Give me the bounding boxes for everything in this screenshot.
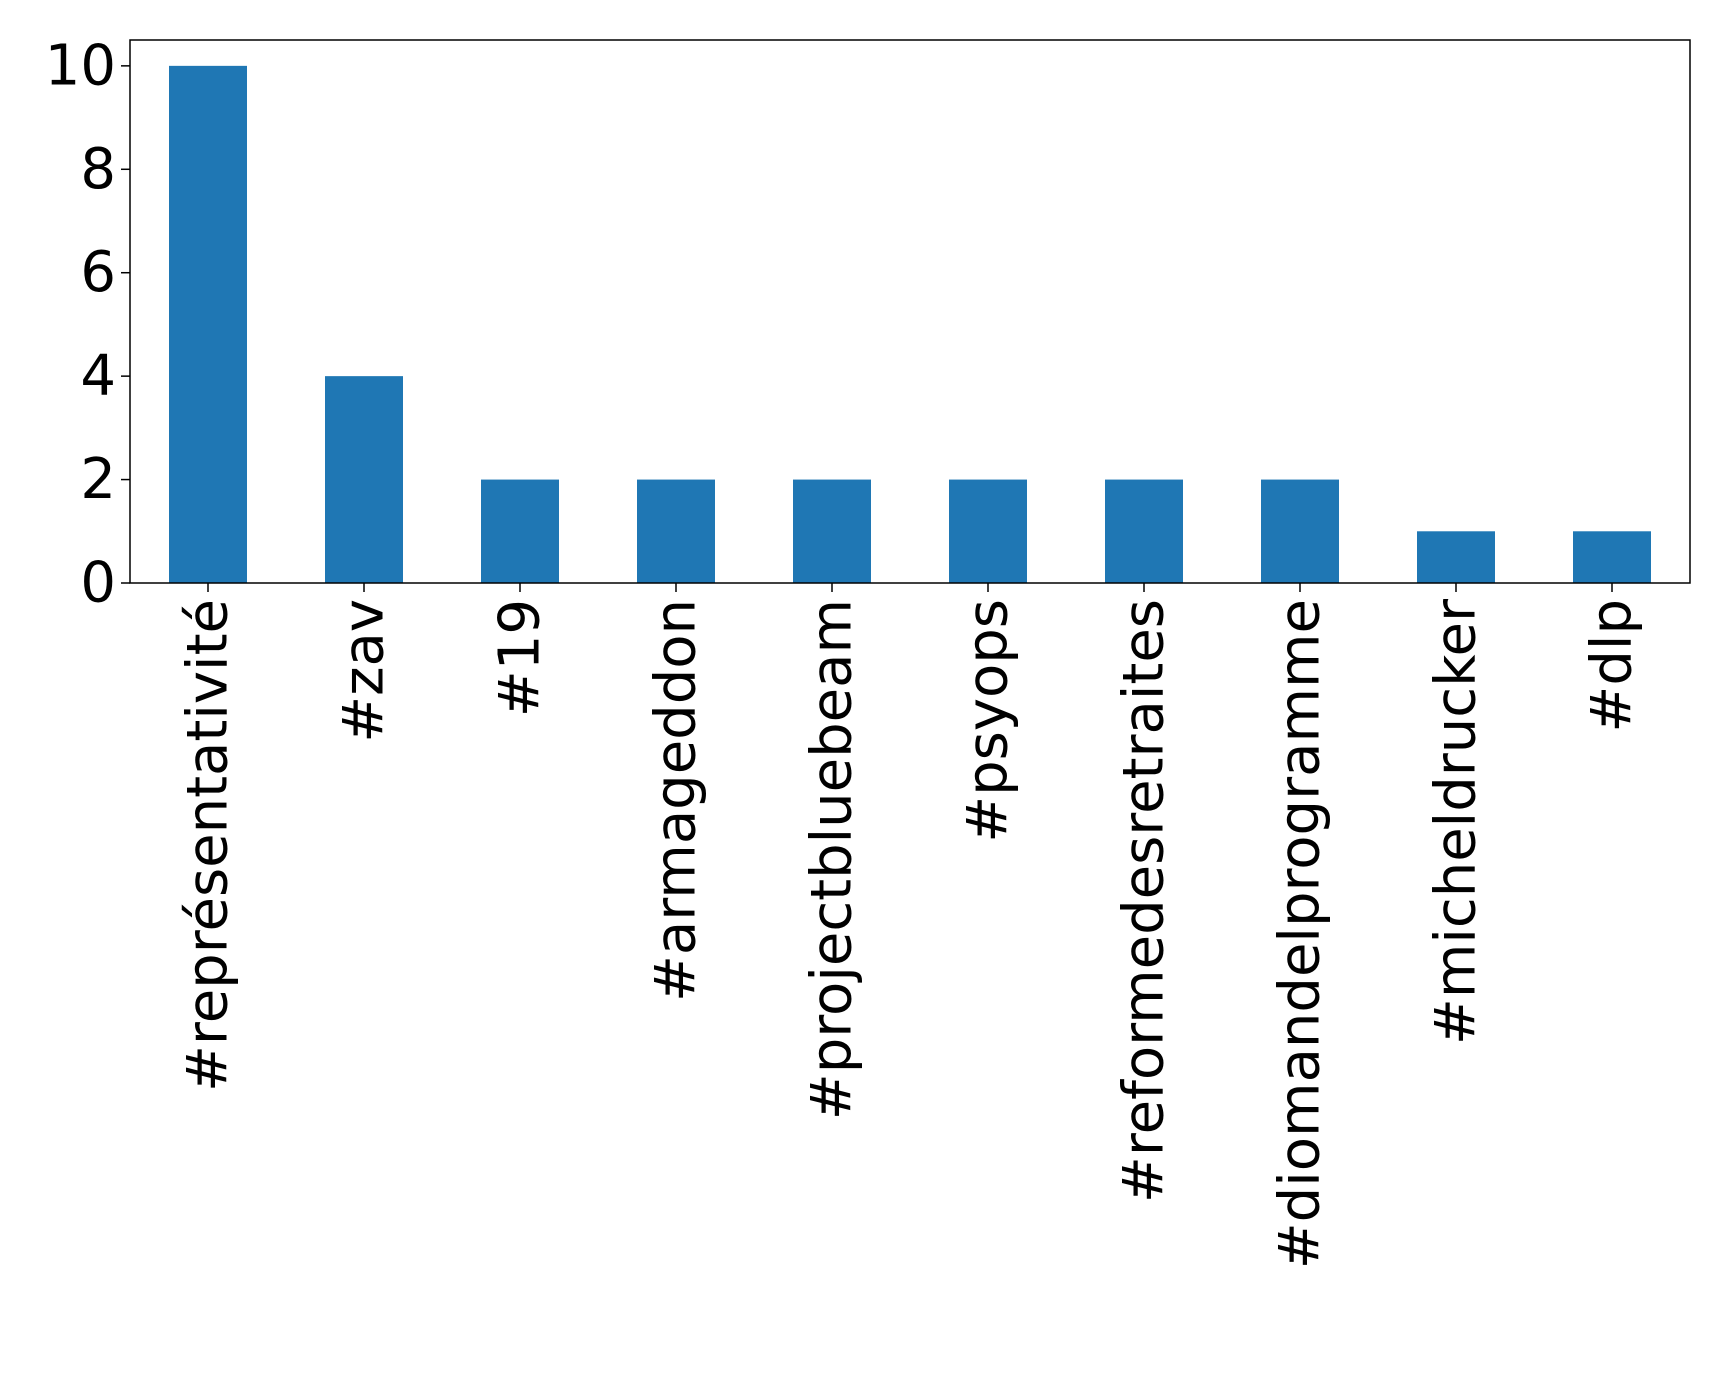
y-tick-label: 10	[45, 33, 116, 98]
x-tick-label: #micheldrucker	[1424, 598, 1489, 1045]
x-tick-label: #armageddon	[644, 599, 709, 1002]
bar	[481, 479, 559, 583]
x-tick-label: #psyops	[956, 599, 1021, 843]
bars-group	[169, 65, 1651, 584]
bar	[325, 376, 403, 583]
y-tick-label: 6	[80, 240, 116, 305]
bar	[1573, 531, 1651, 583]
x-tick-label: #diomandelprogramme	[1268, 599, 1333, 1269]
y-tick-label: 0	[80, 551, 116, 616]
bar	[1261, 479, 1339, 583]
x-tick-label: #dlp	[1580, 599, 1645, 733]
y-tick-label: 4	[80, 344, 116, 409]
bar	[1417, 531, 1495, 583]
bar	[793, 479, 871, 583]
x-tick-label: #reformedesretraites	[1112, 599, 1177, 1203]
y-tick-label: 8	[80, 137, 116, 202]
plot-frame	[129, 39, 1691, 584]
x-tick-label: #projectbluebeam	[800, 599, 865, 1120]
x-tick-label: #zav	[332, 599, 397, 743]
bar	[169, 65, 247, 584]
x-tick-label: #19	[488, 599, 553, 717]
y-tick-label: 2	[80, 447, 116, 512]
y-axis: 0 2 4 6 8 10	[45, 33, 130, 616]
bar	[637, 479, 715, 583]
x-axis: #représentativité #zav #19 #armageddon #proj…	[176, 583, 1645, 1269]
x-tick-label: #représentativité	[176, 599, 241, 1092]
bar	[1105, 479, 1183, 583]
bar	[949, 479, 1027, 583]
